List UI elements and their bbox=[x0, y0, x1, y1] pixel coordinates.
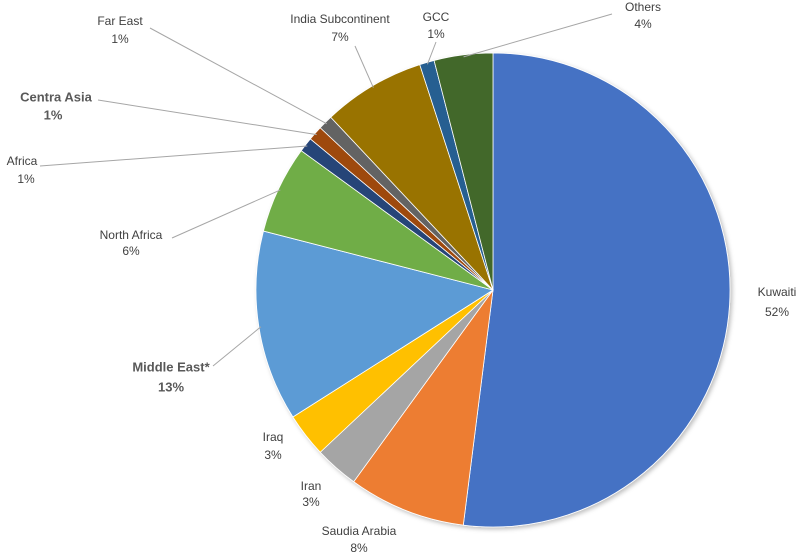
slice-label: Centra Asia bbox=[20, 89, 93, 104]
slice-value-label: 7% bbox=[331, 30, 349, 44]
slice-value-label: 3% bbox=[264, 448, 282, 462]
leader-line bbox=[463, 13, 613, 58]
slice-label: Others bbox=[625, 0, 661, 14]
slice-label: Kuwaiti bbox=[758, 285, 797, 299]
leader-line bbox=[171, 189, 281, 239]
slice-label: North Africa bbox=[100, 228, 163, 242]
slice-label: GCC bbox=[423, 10, 450, 24]
pie-slice bbox=[353, 289, 494, 526]
slice-label: Saudia Arabia bbox=[322, 524, 397, 538]
slice-value-label: 1% bbox=[111, 32, 129, 46]
leader-line bbox=[212, 326, 262, 367]
slice-value-label: 52% bbox=[765, 305, 789, 319]
pie-slice bbox=[462, 52, 731, 528]
slice-label: Middle East* bbox=[132, 359, 210, 374]
slice-value-label: 1% bbox=[17, 172, 35, 186]
slice-value-label: 8% bbox=[350, 541, 368, 555]
leader-line bbox=[354, 45, 374, 88]
leader-line bbox=[426, 41, 437, 65]
pie bbox=[255, 52, 731, 528]
slice-label: Africa bbox=[7, 154, 38, 168]
pie-slice bbox=[433, 52, 494, 291]
slice-label: Iraq bbox=[263, 430, 284, 444]
slice-label: Iran bbox=[301, 479, 322, 493]
leader-line bbox=[39, 145, 308, 167]
slice-label: Far East bbox=[97, 14, 143, 28]
slice-value-label: 1% bbox=[427, 27, 445, 41]
pie-slice bbox=[255, 230, 494, 418]
labels: Kuwaiti 52% Saudia Arabia 8% Iran 3% Iraq 3% Mid… bbox=[7, 0, 797, 555]
slice-value-label: 4% bbox=[634, 17, 652, 31]
slice-value-label: 3% bbox=[302, 495, 320, 509]
slice-label: India Subcontinent bbox=[290, 12, 390, 26]
leader-line bbox=[149, 27, 328, 125]
slice-value-label: 1% bbox=[44, 107, 63, 122]
leader-line bbox=[97, 99, 317, 136]
slice-value-label: 6% bbox=[122, 244, 140, 258]
slice-value-label: 13% bbox=[158, 379, 184, 394]
